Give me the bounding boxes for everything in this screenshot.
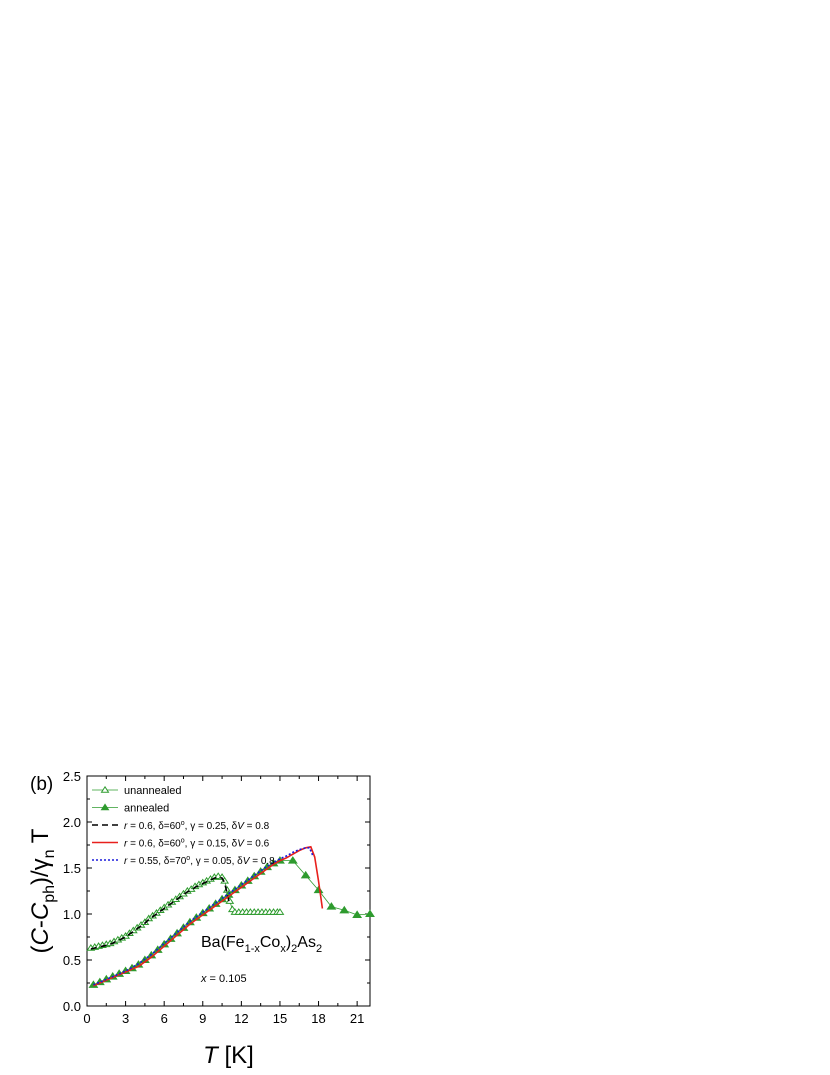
y-axis-label: (C-Cph)/γn T: [27, 828, 58, 953]
unannealed-point: [222, 886, 232, 893]
y-tick-label: 0.0: [63, 999, 81, 1014]
series-3: [93, 845, 324, 987]
legend-entry: unannealed: [92, 785, 182, 797]
legend-marker: [100, 785, 110, 793]
legend: unannealed annealed r = 0.6, δ=60o, γ = 0.…: [92, 785, 275, 867]
x-tick-label: 18: [311, 1011, 325, 1026]
annealed-point: [326, 902, 337, 910]
legend-label: r = 0.55, δ=70o, γ = 0.05, δV = 0.8: [124, 855, 275, 867]
panel-label: (b): [30, 774, 53, 795]
compound-formula: Ba(Fe1-xCox)2As2: [201, 934, 322, 955]
legend-entry: annealed: [92, 803, 169, 815]
series-0: [86, 872, 285, 951]
annealed-point: [352, 910, 363, 918]
annotations: (b) Ba(Fe1-xCox)2As2 x = 0.105: [30, 774, 322, 985]
x-axis-label: T [K]: [203, 1042, 254, 1069]
composition-label: x = 0.105: [200, 973, 247, 985]
legend-entry: r = 0.6, δ=60o, γ = 0.15, δV = 0.6: [92, 838, 270, 850]
legend-marker: [100, 803, 110, 811]
fit-curve: [90, 876, 231, 950]
unannealed-point: [225, 897, 235, 904]
x-tick-label: 9: [199, 1011, 206, 1026]
y-tick-label: 0.5: [63, 953, 81, 968]
annealed-point: [287, 856, 298, 864]
legend-label: annealed: [124, 803, 169, 815]
y-tick-label: 2.5: [63, 769, 81, 784]
fit-curve: [93, 845, 324, 987]
x-tick-label: 3: [122, 1011, 129, 1026]
x-tick-label: 0: [83, 1011, 90, 1026]
series-1: [88, 856, 375, 988]
x-tick-label: 6: [161, 1011, 168, 1026]
legend-label: r = 0.6, δ=60o, γ = 0.25, δV = 0.8: [124, 820, 270, 832]
annealed-point: [339, 905, 350, 914]
x-tick-label: 21: [350, 1011, 364, 1026]
x-tick-label: 12: [234, 1011, 248, 1026]
annealed-point: [300, 870, 311, 879]
fit-curve: [93, 846, 315, 986]
axes: 0 3 6 9 12 15 18 21 0.0 0.5 1.0 1.5 2.0 2.5 T [K] (C-Cp…: [27, 769, 371, 1069]
legend-entry: r = 0.6, δ=60o, γ = 0.25, δV = 0.8: [92, 820, 270, 832]
legend-entry: r = 0.55, δ=70o, γ = 0.05, δV = 0.8: [92, 855, 275, 867]
series-4: [93, 846, 315, 986]
plot-series: [86, 845, 375, 988]
legend-label: unannealed: [124, 785, 182, 797]
y-tick-label: 1.5: [63, 861, 81, 876]
y-tick-label: 2.0: [63, 815, 81, 830]
unannealed-point: [275, 908, 285, 915]
x-tick-label: 15: [273, 1011, 287, 1026]
y-tick-label: 1.0: [63, 907, 81, 922]
annealed-point: [365, 909, 375, 918]
legend-label: r = 0.6, δ=60o, γ = 0.15, δV = 0.6: [124, 838, 270, 850]
series-2: [90, 876, 231, 950]
